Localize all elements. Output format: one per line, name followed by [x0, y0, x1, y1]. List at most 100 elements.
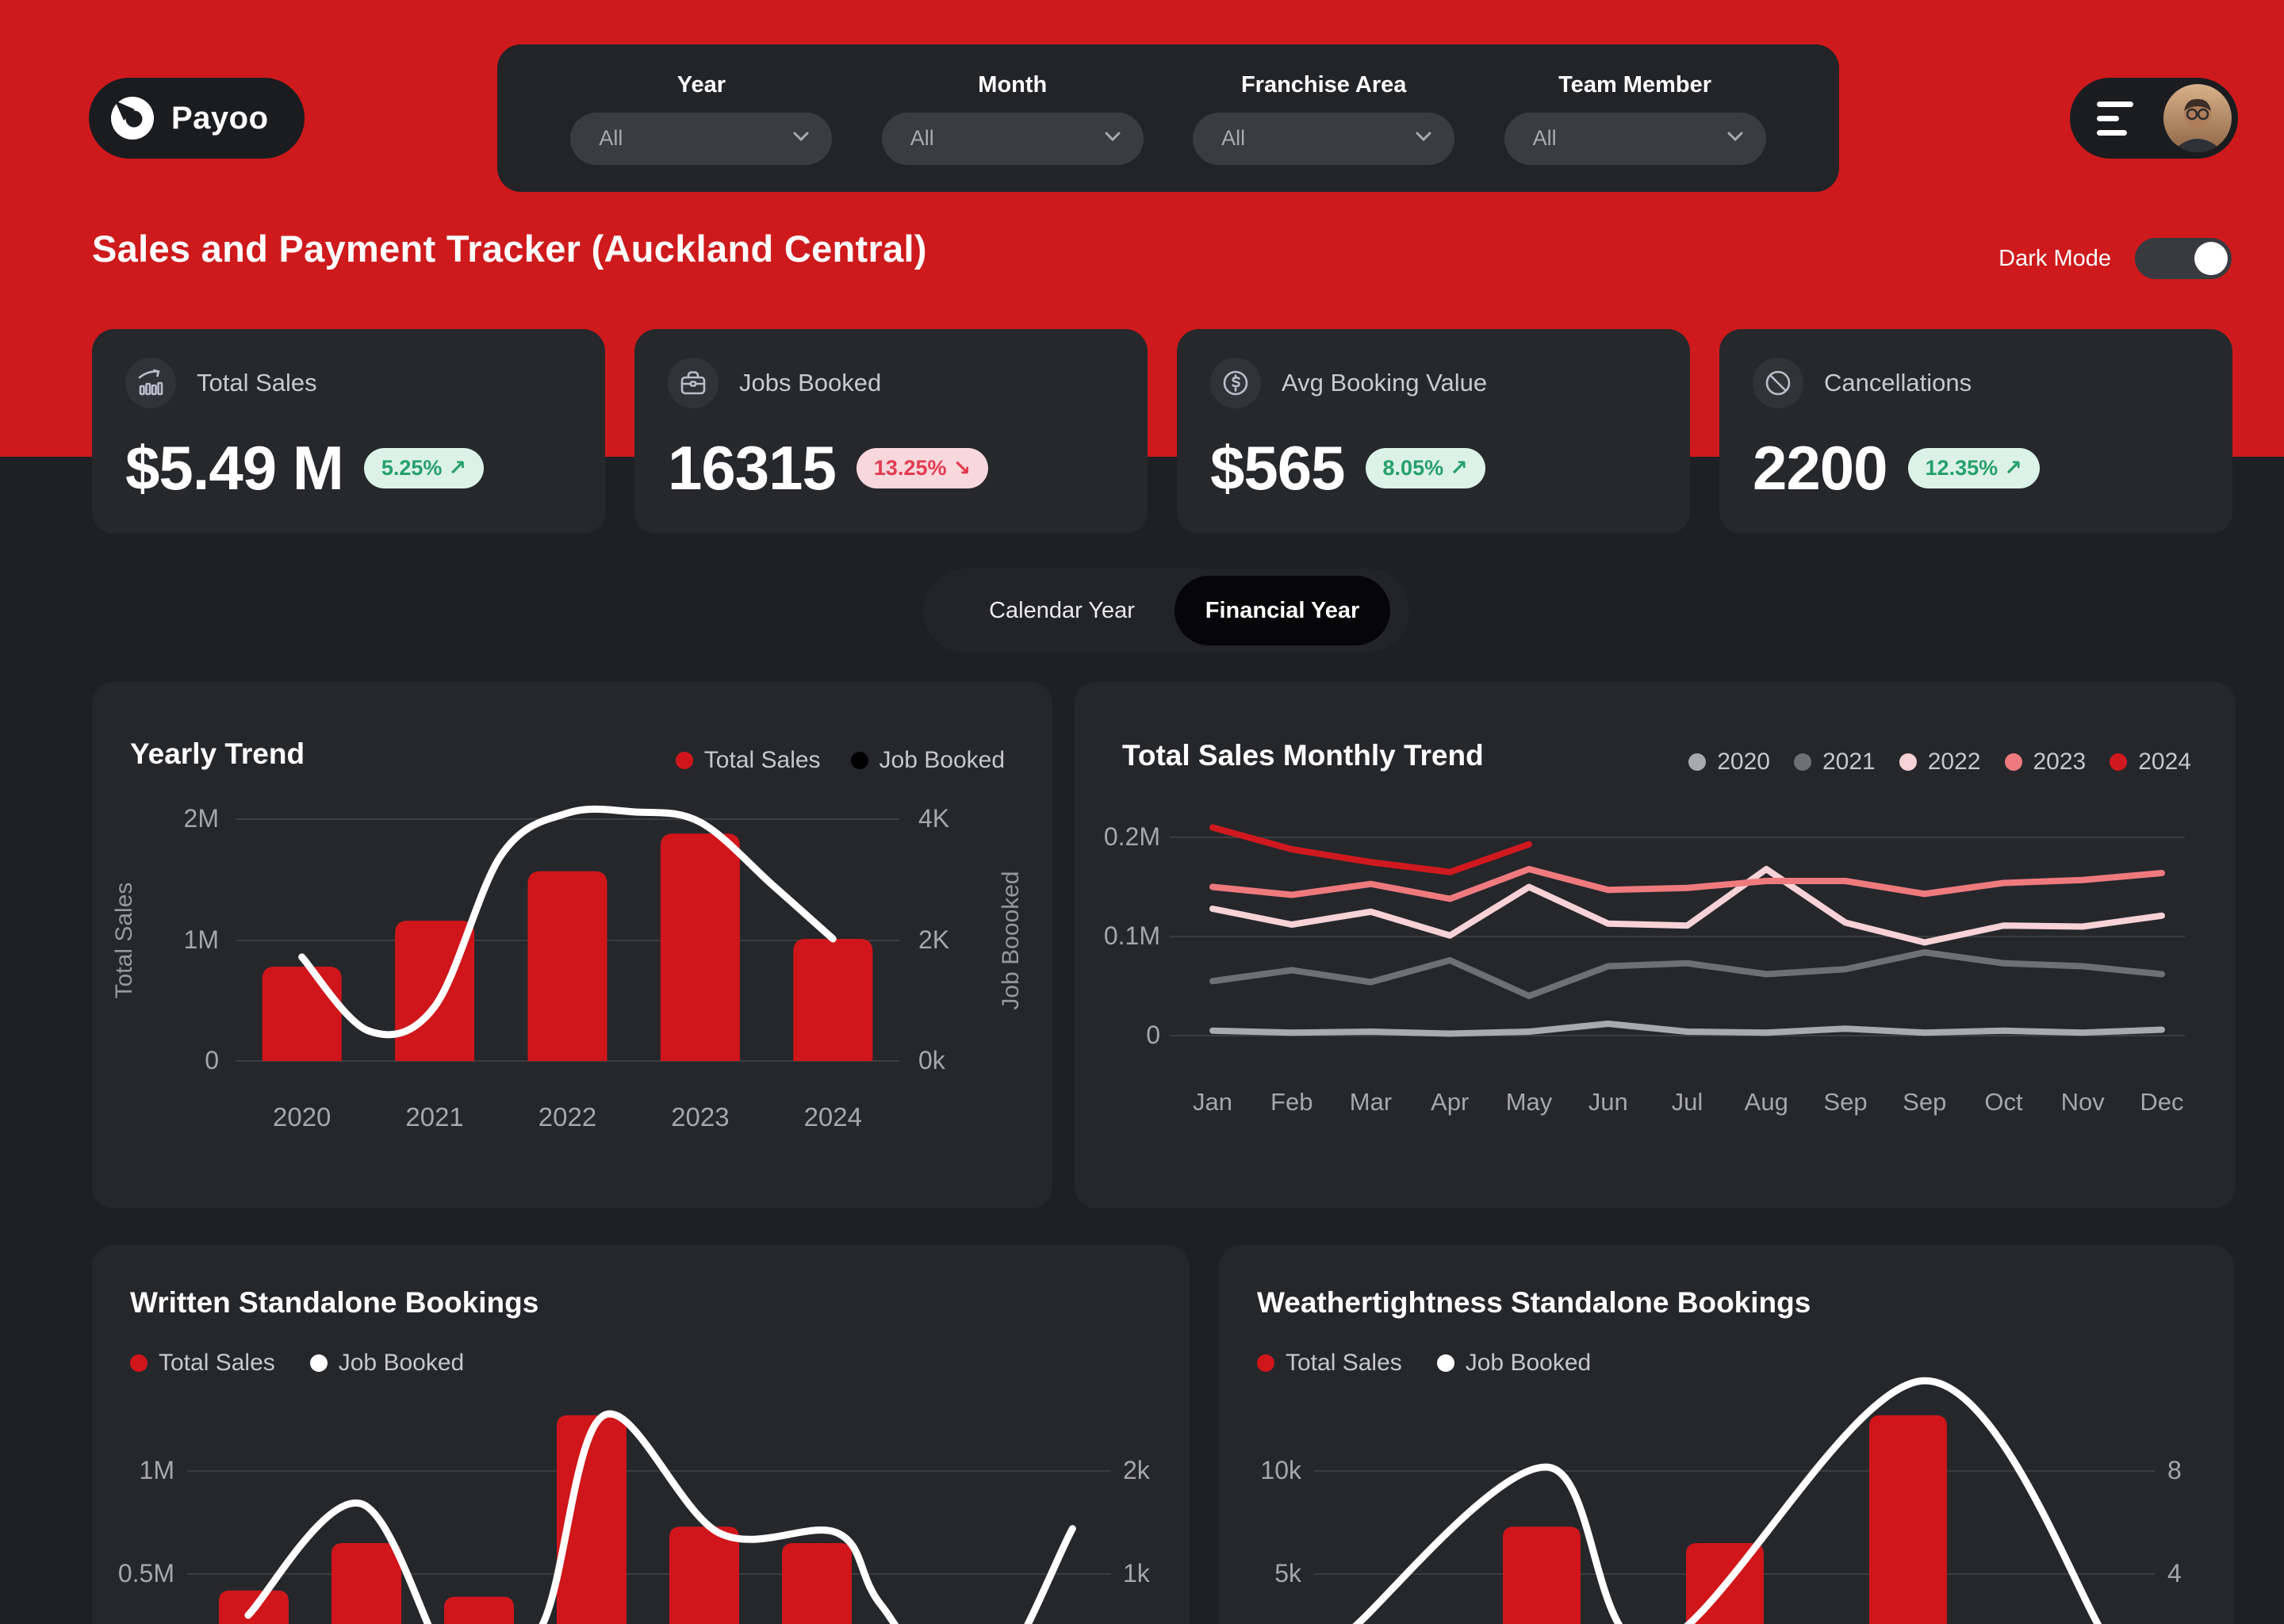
svg-text:2K: 2K	[918, 925, 949, 954]
legend-item-2023[interactable]: 2023	[2004, 749, 2086, 776]
chart-title: Written Standalone Bookings	[130, 1286, 539, 1319]
svg-text:2020: 2020	[273, 1102, 331, 1132]
franchise-area-select[interactable]: All	[1193, 112, 1455, 165]
svg-text:2M: 2M	[184, 804, 219, 833]
brand-name: Payoo	[171, 100, 269, 136]
kpi-value: 16315	[668, 433, 837, 503]
user-avatar[interactable]	[2163, 84, 2232, 152]
chart-legend: Total Sales Job Booked	[675, 747, 1005, 774]
brand-logo[interactable]: Payoo	[89, 78, 305, 159]
svg-text:Jun: Jun	[1588, 1088, 1628, 1116]
hamburger-menu-icon[interactable]	[2097, 101, 2133, 136]
kpi-card-cancellations: Cancellations 2200 12.35% ↗	[1719, 329, 2232, 534]
cancel-icon	[1753, 358, 1803, 408]
kpi-card-jobs-booked: Jobs Booked 16315 13.25% ↘	[634, 329, 1148, 534]
kpi-card-avg-booking-value: Avg Booking Value $565 8.05% ↗	[1177, 329, 1690, 534]
year-select[interactable]: All	[570, 112, 833, 165]
svg-text:Oct: Oct	[1984, 1088, 2023, 1116]
legend-item-2022[interactable]: 2022	[1899, 749, 1981, 776]
svg-text:1M: 1M	[184, 925, 219, 954]
weathertightness-bookings-chart[interactable]: 10k 8 5k 4	[1219, 1245, 2234, 1624]
svg-text:4: 4	[2167, 1559, 2182, 1588]
legend-dot	[309, 1354, 328, 1372]
legend-dot	[1899, 753, 1917, 771]
chevron-down-icon	[1415, 131, 1432, 146]
written-bookings-card: Written Standalone Bookings Total Sales …	[92, 1245, 1190, 1624]
dollar-circle-icon	[1210, 358, 1261, 408]
legend-dot	[1794, 753, 1811, 771]
svg-text:Sep: Sep	[1903, 1088, 1946, 1116]
legend-dot	[1436, 1354, 1454, 1372]
kpi-value: $565	[1210, 433, 1346, 503]
dark-mode-control: Dark Mode	[1998, 238, 2232, 279]
month-select[interactable]: All	[881, 112, 1144, 165]
kpi-value: $5.49 M	[125, 433, 344, 503]
bar-chart-icon	[125, 358, 176, 408]
svg-text:4K: 4K	[918, 804, 949, 833]
svg-text:1k: 1k	[1123, 1559, 1151, 1588]
chart-legend: Total Sales Job Booked	[130, 1350, 464, 1377]
kpi-delta-badge: 8.05% ↗	[1365, 448, 1485, 488]
legend-item-2020[interactable]: 2020	[1688, 749, 1770, 776]
filter-group-month: Month All	[881, 72, 1144, 165]
monthly-trend-chart[interactable]: 0.2M 0.1M 0 Jan Feb Mar Apr May Jun Jul Aug Sep Sep O…	[1075, 682, 2236, 1208]
weathertightness-bookings-card: Weathertightness Standalone Bookings Tot…	[1219, 1245, 2234, 1624]
legend-item-job-booked[interactable]: Job Booked	[850, 747, 1005, 774]
legend-item-job-booked[interactable]: Job Booked	[1436, 1350, 1591, 1377]
kpi-row: Total Sales $5.49 M 5.25% ↗ Jobs Booked	[92, 329, 2232, 534]
svg-text:2021: 2021	[405, 1102, 463, 1132]
legend-dot	[1257, 1354, 1274, 1372]
kpi-value: 2200	[1753, 433, 1888, 503]
chart-legend: Total Sales Job Booked	[1257, 1350, 1591, 1377]
svg-text:Job Boooked: Job Boooked	[998, 871, 1024, 1009]
trend-down-icon: ↘	[952, 456, 971, 480]
written-bookings-chart[interactable]: 1M 2k 0.5M 1k	[92, 1245, 1190, 1624]
chart-title: Weathertightness Standalone Bookings	[1257, 1286, 1811, 1319]
filter-label-franchise-area: Franchise Area	[1240, 71, 1407, 98]
legend-dot	[850, 752, 868, 769]
top-right-menu	[2070, 78, 2238, 159]
kpi-delta-badge: 12.35% ↗	[1907, 448, 2040, 488]
filter-group-team-member: Team Member All	[1504, 72, 1766, 165]
kpi-card-total-sales: Total Sales $5.49 M 5.25% ↗	[92, 329, 605, 534]
svg-text:2024: 2024	[804, 1102, 862, 1132]
svg-text:Jan: Jan	[1193, 1088, 1232, 1116]
legend-item-total-sales[interactable]: Total Sales	[675, 747, 821, 774]
toggle-knob	[2194, 242, 2228, 275]
legend-item-2021[interactable]: 2021	[1794, 749, 1876, 776]
legend-item-job-booked[interactable]: Job Booked	[309, 1350, 464, 1377]
chart-title: Total Sales Monthly Trend	[1122, 739, 1484, 772]
svg-text:Feb: Feb	[1270, 1088, 1313, 1116]
chart-legend: 2020 2021 2022 2023 2024	[1688, 749, 2191, 776]
legend-item-total-sales[interactable]: Total Sales	[1257, 1350, 1402, 1377]
kpi-label: Avg Booking Value	[1282, 369, 1488, 396]
svg-text:2023: 2023	[671, 1102, 729, 1132]
svg-text:Apr: Apr	[1431, 1088, 1469, 1116]
filter-group-year: Year All	[570, 71, 833, 165]
svg-text:Jul: Jul	[1672, 1088, 1703, 1116]
legend-dot	[2004, 753, 2022, 771]
svg-text:0k: 0k	[918, 1046, 946, 1074]
dark-mode-toggle[interactable]	[2135, 238, 2232, 279]
yearly-trend-chart[interactable]: 2M 4K 1M 2K 0 0k Total Sales Job Boooked 2020 202…	[92, 682, 1052, 1208]
chart-title: Yearly Trend	[130, 737, 305, 770]
franchise-area-select-value: All	[1221, 126, 1246, 150]
team-member-select[interactable]: All	[1504, 112, 1766, 165]
kpi-delta-badge: 13.25% ↘	[856, 448, 989, 488]
legend-item-total-sales[interactable]: Total Sales	[130, 1350, 275, 1377]
svg-text:Dec: Dec	[2140, 1088, 2183, 1116]
tab-financial-year[interactable]: Financial Year	[1175, 576, 1390, 645]
trend-up-icon: ↗	[448, 456, 467, 480]
svg-text:0.5M: 0.5M	[118, 1559, 174, 1588]
chevron-down-icon	[792, 131, 810, 146]
tab-calendar-year[interactable]: Calendar Year	[989, 597, 1135, 623]
svg-text:10k: 10k	[1260, 1456, 1302, 1484]
legend-dot	[1688, 753, 1707, 771]
svg-text:Nov: Nov	[2061, 1088, 2106, 1116]
legend-dot	[130, 1354, 148, 1372]
kpi-delta-badge: 5.25% ↗	[363, 448, 485, 488]
chevron-down-icon	[1726, 131, 1744, 146]
filter-label-year: Year	[676, 71, 726, 98]
dark-mode-label: Dark Mode	[1998, 245, 2111, 271]
legend-item-2024[interactable]: 2024	[2110, 749, 2191, 776]
